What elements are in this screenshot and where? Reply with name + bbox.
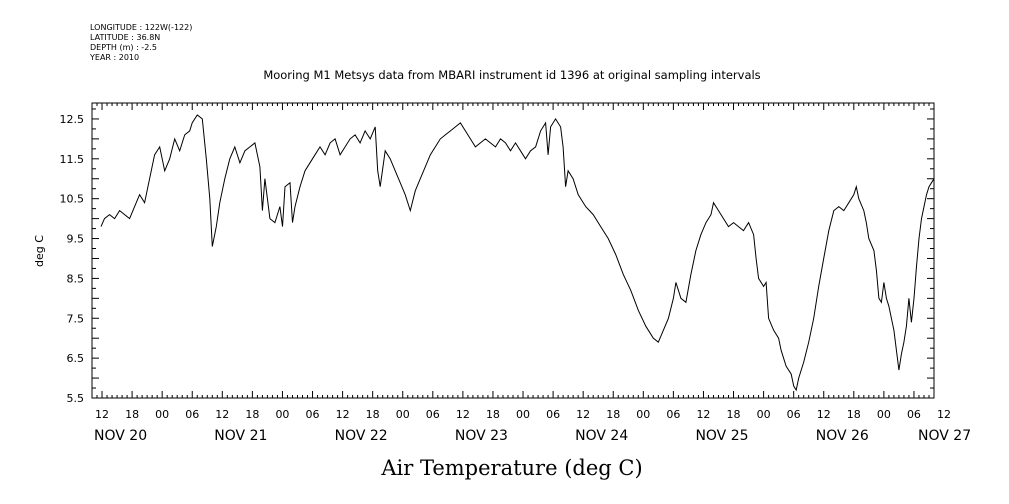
- x-hour-label: 06: [666, 408, 680, 421]
- x-hour-label: 18: [727, 408, 741, 421]
- y-tick-labels: 5.5 6.5 7.5 8.5 9.5 10.5 11.5 12.5: [60, 113, 85, 405]
- x-hour-label: 06: [306, 408, 320, 421]
- x-day-label: NOV 20: [94, 428, 147, 444]
- x-day-label: NOV 26: [816, 428, 869, 444]
- longitude-text: LONGITUDE : 122W(-122): [90, 23, 192, 32]
- x-hour-label: 18: [125, 408, 139, 421]
- x-hour-label: 12: [336, 408, 350, 421]
- y-tick-label: 12.5: [60, 113, 85, 126]
- x-hour-label: 00: [636, 408, 650, 421]
- y-tick-label: 9.5: [67, 233, 85, 246]
- y-tick-label: 8.5: [67, 272, 85, 285]
- y-tick-label: 5.5: [67, 392, 85, 405]
- x-hour-label: 06: [426, 408, 440, 421]
- x-day-label: NOV 22: [335, 428, 388, 444]
- x-hour-label: 00: [155, 408, 169, 421]
- x-day-label: NOV 25: [695, 428, 748, 444]
- x-axis-label: Air Temperature (deg C): [380, 456, 642, 480]
- year-text: YEAR : 2010: [89, 53, 139, 62]
- y-tick-label: 7.5: [67, 312, 85, 325]
- x-hour-label: 06: [185, 408, 199, 421]
- x-hour-label: 00: [757, 408, 771, 421]
- x-day-label: NOV 23: [455, 428, 508, 444]
- mooring-info-header: LONGITUDE : 122W(-122) LATITUDE : 36.8N …: [89, 23, 192, 62]
- x-hour-label: 12: [95, 408, 109, 421]
- x-hour-label: 06: [546, 408, 560, 421]
- axis-ticks: [91, 103, 935, 399]
- x-hour-label: 12: [937, 408, 951, 421]
- x-hour-label: 06: [787, 408, 801, 421]
- latitude-text: LATITUDE : 36.8N: [90, 33, 160, 42]
- y-tick-label: 6.5: [67, 352, 85, 365]
- x-hour-label: 18: [606, 408, 620, 421]
- x-hour-label: 12: [215, 408, 229, 421]
- x-hour-label: 18: [486, 408, 500, 421]
- series-line: [100, 114, 935, 392]
- x-hour-label: 00: [516, 408, 530, 421]
- depth-text: DEPTH (m) : -2.5: [90, 43, 157, 52]
- y-axis-label: deg C: [33, 235, 46, 267]
- x-hour-label: 18: [366, 408, 380, 421]
- x-hour-label: 06: [907, 408, 921, 421]
- x-day-label: NOV 24: [575, 428, 628, 444]
- y-tick-label: 10.5: [60, 193, 85, 206]
- x-hour-labels: 12 18 00 06 12 18 00 06 12 18 00 06 12 18 00 06 12 18 00 06…: [95, 408, 951, 421]
- x-hour-label: 00: [396, 408, 410, 421]
- x-hour-label: 12: [817, 408, 831, 421]
- x-hour-label: 12: [576, 408, 590, 421]
- x-day-label: NOV 21: [214, 428, 267, 444]
- x-hour-label: 12: [696, 408, 710, 421]
- x-hour-label: 18: [847, 408, 861, 421]
- x-day-label: NOV 27: [918, 428, 971, 444]
- x-hour-label: 12: [456, 408, 470, 421]
- y-tick-label: 11.5: [60, 153, 85, 166]
- x-hour-label: 00: [275, 408, 289, 421]
- x-hour-label: 18: [245, 408, 259, 421]
- chart-title: Mooring M1 Metsys data from MBARI instru…: [263, 68, 760, 82]
- x-day-labels: NOV 20 NOV 21 NOV 22 NOV 23 NOV 24 NOV 25 NOV …: [94, 428, 971, 444]
- x-hour-label: 00: [877, 408, 891, 421]
